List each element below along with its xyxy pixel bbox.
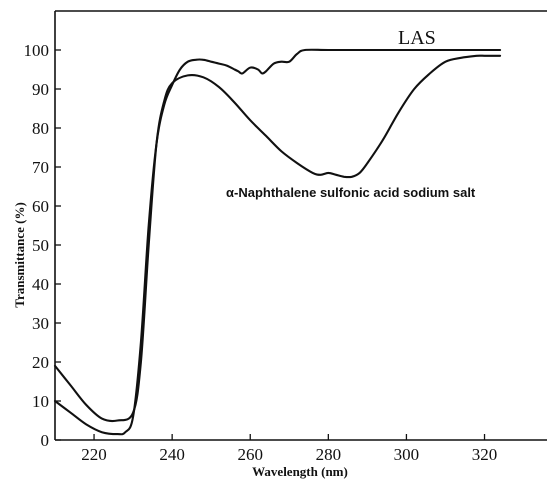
y-tick-label: 40	[32, 275, 49, 294]
x-tick-label: 220	[81, 445, 107, 464]
series-group	[53, 48, 502, 436]
y-tick-label: 70	[32, 158, 49, 177]
series-label-las: LAS	[398, 27, 436, 49]
y-axis-title: Transmittance (%)	[12, 202, 27, 308]
y-tick-label: 50	[32, 236, 49, 255]
axes	[54, 10, 547, 441]
series-label-naphthalene: α-Naphthalene sulfonic acid sodium salt	[226, 185, 476, 200]
naphthalene-curve	[53, 54, 502, 423]
x-tick-label: 240	[159, 445, 185, 464]
x-tick-label: 320	[472, 445, 498, 464]
y-tick-label: 30	[32, 314, 49, 333]
y-tick-label: 20	[32, 353, 49, 372]
y-tick-label: 60	[32, 197, 49, 216]
y-ticks: 0 10 20 30 40 50 60 70 80 90 100	[24, 41, 61, 450]
y-tick-label: 0	[41, 431, 50, 450]
x-tick-label: 260	[237, 445, 263, 464]
x-tick-label: 300	[394, 445, 420, 464]
las-curve	[53, 48, 502, 436]
x-axis-title: Wavelength (nm)	[252, 464, 348, 479]
y-tick-label: 100	[24, 41, 50, 60]
y-tick-label: 90	[32, 80, 49, 99]
x-tick-label: 280	[316, 445, 342, 464]
y-tick-label: 10	[32, 392, 49, 411]
x-ticks: 220 240 260 280 300 320	[81, 434, 497, 464]
y-tick-label: 80	[32, 119, 49, 138]
